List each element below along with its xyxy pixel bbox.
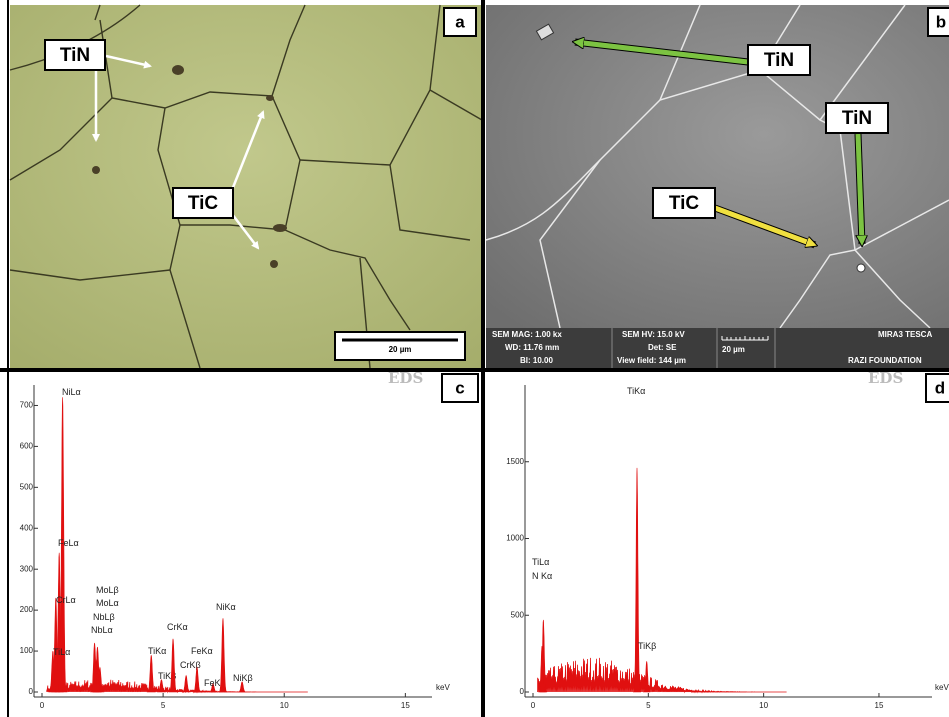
y-tick-label: 200 (20, 605, 34, 614)
info-text: Det: SE (648, 343, 677, 352)
particle (857, 264, 865, 272)
peak (633, 468, 640, 692)
x-tick-label: 15 (401, 701, 410, 710)
peak-label: NbLβ (93, 612, 115, 622)
peak-label: NiLα (62, 387, 81, 397)
peak-label: NiKα (216, 602, 236, 612)
panel-a: TiN TiC 20 µm a (10, 5, 482, 369)
micrograph (486, 5, 949, 328)
peak-label: MoLα (96, 598, 119, 608)
x-tick-label: 15 (875, 701, 884, 710)
peak-label: NbLα (91, 625, 113, 635)
panel-letter: b (936, 12, 946, 31)
background-noise (47, 680, 308, 693)
panel-b: TiN TiN TiC SEM MAG: 1.00 kx WD: 11.76 m… (486, 5, 949, 369)
peak-label: FeLα (58, 538, 79, 548)
info-text: View field: 144 µm (617, 356, 686, 365)
peak (238, 682, 247, 692)
y-tick-label: 100 (20, 646, 34, 655)
info-text: WD: 11.76 mm (505, 343, 559, 352)
peak-label: TiKα (627, 386, 645, 396)
x-tick-label: 0 (40, 701, 45, 710)
peak (169, 639, 178, 692)
info-text: SEM HV: 15.0 kV (622, 330, 685, 339)
callout: TiC (188, 193, 219, 214)
peak-label: TiLα (532, 557, 549, 567)
x-tick-label: 0 (531, 701, 536, 710)
callout: TiN (764, 50, 794, 71)
peak-label: TiKα (148, 646, 166, 656)
y-tick-label: 1500 (506, 457, 524, 466)
panel-letter: d (935, 378, 945, 397)
axis-unit: keV (436, 683, 450, 692)
y-tick-label: 300 (20, 564, 34, 573)
peak-label: CrLα (56, 595, 76, 605)
x-tick-label: 10 (759, 701, 768, 710)
y-tick-label: 500 (20, 482, 34, 491)
peak-label: CrKα (167, 622, 188, 632)
callout: TiN (60, 45, 90, 66)
y-tick-label: 700 (20, 401, 34, 410)
y-tick-label: 500 (511, 610, 525, 619)
peak-label: N Kα (532, 571, 552, 581)
peak-label: TiKβ (638, 641, 656, 651)
x-tick-label: 5 (646, 701, 651, 710)
axis-unit: keV (935, 683, 949, 692)
x-tick-label: 10 (280, 701, 289, 710)
figure: TiN TiC 20 µm a TiN TiN TiC SEM MAG: 1.0… (0, 0, 949, 717)
callout: TiC (669, 193, 700, 214)
y-tick-label: 400 (20, 523, 34, 532)
panel-letter: c (455, 378, 464, 397)
y-tick-label: 0 (29, 687, 34, 696)
peak-label: FeKα (191, 646, 213, 656)
info-text: BI: 10.00 (520, 356, 553, 365)
peak-label: MoLβ (96, 585, 119, 595)
peak (182, 676, 191, 692)
scale-label: 20 µm (389, 345, 412, 354)
panel-letter: a (455, 12, 465, 31)
peak (193, 667, 202, 692)
x-tick-label: 5 (161, 701, 166, 710)
info-text: SEM MAG: 1.00 kx (492, 330, 562, 339)
peak-label: TiLα (53, 647, 70, 657)
peak (147, 655, 156, 692)
callout: TiN (842, 108, 872, 129)
y-tick-label: 600 (20, 442, 34, 451)
scale-label: 20 µm (722, 345, 745, 354)
y-tick-label: 1000 (506, 534, 524, 543)
y-tick-label: 0 (520, 687, 525, 696)
foundation: RAZI FOUNDATION (848, 356, 922, 365)
background-noise (538, 658, 787, 692)
brand: MIRA3 TESCA (878, 330, 932, 339)
peak-label: NiKβ (233, 673, 253, 683)
